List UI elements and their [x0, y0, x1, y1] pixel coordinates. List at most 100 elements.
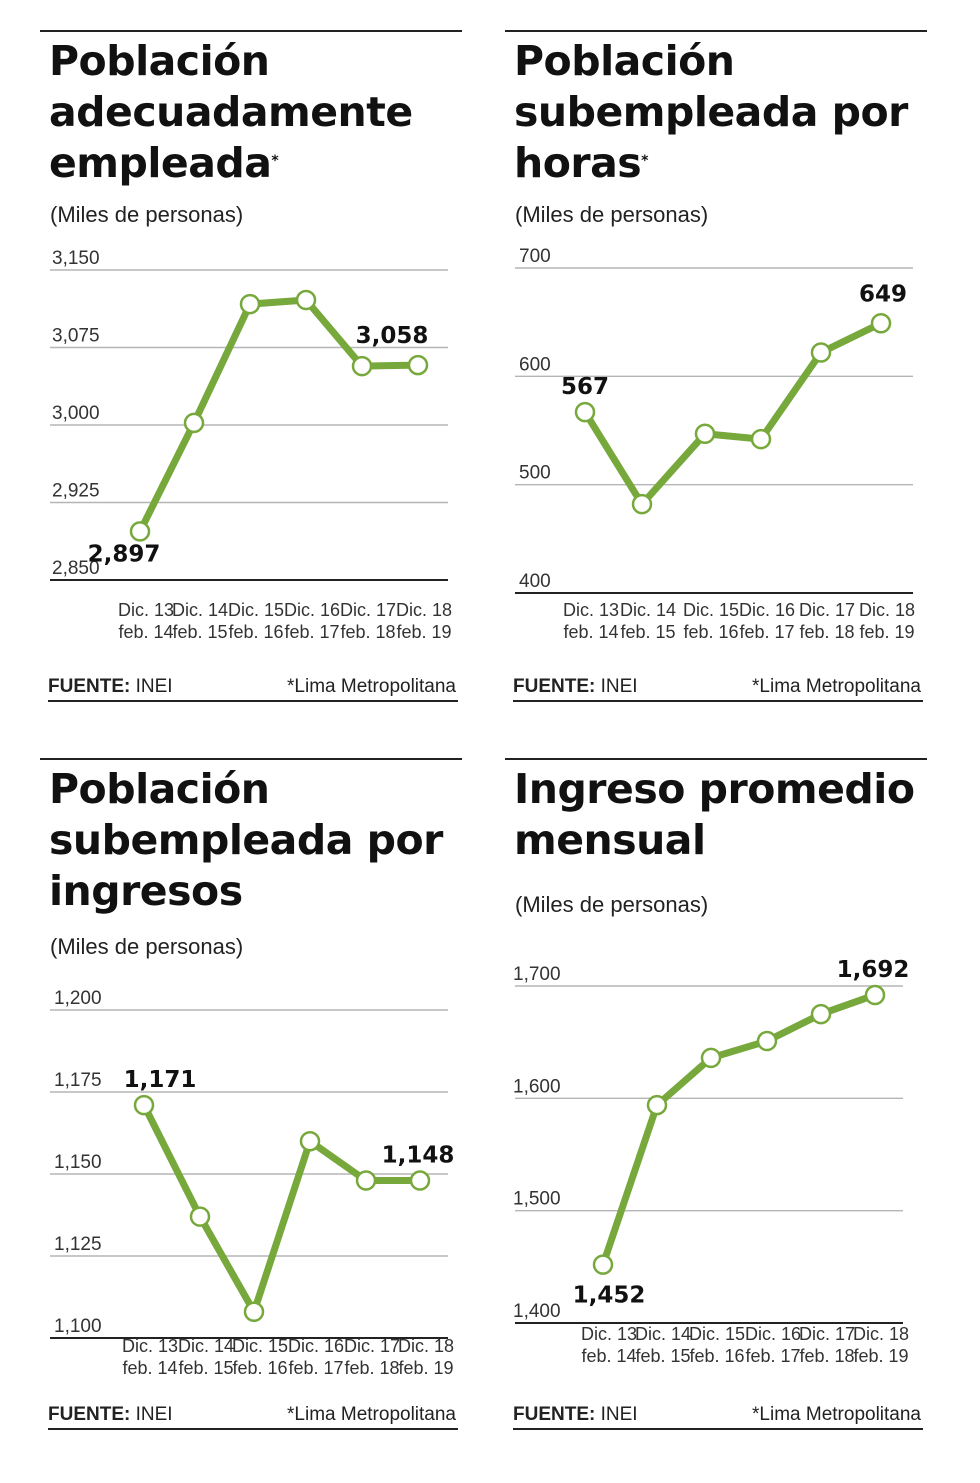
data-point — [355, 1170, 377, 1191]
x-tick-label: feb. 16 — [689, 1346, 744, 1366]
chart-footer: FUENTE: INEI *Lima Metropolitana — [48, 672, 458, 702]
x-tick-label: feb. 18 — [799, 1346, 854, 1366]
data-point — [592, 1254, 614, 1275]
chart-footer: FUENTE: INEI *Lima Metropolitana — [48, 1400, 458, 1430]
x-tick-label: Dic. 15 — [689, 1324, 745, 1344]
chart-title-text: Población adecuadamente empleada — [49, 37, 413, 187]
line-chart-adecuadamente-empleada: 2,850 2,925 3,000 3,075 3,150 2,897 3,058 Dic. … — [50, 248, 452, 642]
panel-top-rule — [40, 30, 462, 32]
data-point — [409, 1170, 431, 1191]
x-tick-label: feb. 16 — [232, 1358, 287, 1378]
x-tick-label: feb. 14 — [581, 1346, 636, 1366]
data-point — [351, 355, 373, 377]
data-point — [299, 1130, 321, 1152]
data-label: 1,171 — [124, 1067, 197, 1093]
y-tick-label: 1,600 — [513, 1076, 561, 1097]
chart-title: Población subempleada por horas* — [514, 36, 924, 189]
data-point — [129, 521, 151, 542]
panel-top-rule — [505, 30, 927, 32]
data-point — [810, 1003, 832, 1025]
data-point — [133, 1094, 155, 1116]
title-footnote-mark: * — [641, 153, 648, 169]
x-tick-label: Dic. 13 — [563, 600, 619, 620]
x-tick-label: Dic. 16 — [739, 600, 795, 620]
x-tick-label: feb. 17 — [739, 622, 794, 642]
data-point — [646, 1094, 668, 1116]
chart-subtitle: (Miles de personas) — [50, 202, 244, 227]
x-tick-label: feb. 18 — [799, 622, 854, 642]
chart-title-text: Población subempleada por horas — [514, 37, 908, 187]
source-line: FUENTE: INEI — [513, 676, 638, 698]
x-tick-label: feb. 14 — [122, 1358, 177, 1378]
source-label: FUENTE: — [48, 676, 131, 697]
x-tick-label: Dic. 15 — [683, 600, 739, 620]
data-point — [700, 1047, 722, 1069]
data-point — [864, 984, 886, 1006]
y-tick-label: 1,700 — [513, 964, 561, 985]
y-tick-label: 3,150 — [52, 248, 100, 269]
x-tick-label: feb. 15 — [620, 622, 675, 642]
data-point — [295, 289, 317, 311]
source-name: INEI — [135, 1404, 173, 1425]
data-label: 567 — [561, 374, 609, 400]
x-tick-label: Dic. 17 — [799, 1324, 855, 1344]
x-tick-label: feb. 19 — [859, 622, 914, 642]
source-line: FUENTE: INEI — [48, 676, 173, 698]
x-tick-label: feb. 14 — [118, 622, 173, 642]
x-tick-label: feb. 15 — [178, 1358, 233, 1378]
data-point — [694, 423, 716, 444]
chart-footer: FUENTE: INEI *Lima Metropolitana — [513, 1400, 923, 1430]
y-tick-label: 3,075 — [52, 326, 100, 347]
source-label: FUENTE: — [48, 1404, 131, 1425]
x-tick-label: Dic. 16 — [288, 1336, 344, 1356]
chart-title: Población subempleada por ingresos — [49, 764, 459, 917]
x-tick-label: feb. 17 — [745, 1346, 800, 1366]
x-tick-label: Dic. 17 — [799, 600, 855, 620]
source-label: FUENTE: — [513, 1404, 596, 1425]
line-chart-subempleada-ingresos: 1,100 1,125 1,150 1,175 1,200 1,171 1,148 Dic. … — [50, 988, 454, 1378]
data-point — [631, 493, 653, 515]
data-point — [189, 1206, 211, 1227]
y-tick-label: 1,200 — [54, 988, 102, 1009]
x-tick-label: feb. 16 — [228, 622, 283, 642]
chart-subtitle: (Miles de personas) — [515, 892, 709, 917]
x-tick-label: feb. 14 — [563, 622, 618, 642]
y-tick-label: 500 — [519, 463, 551, 484]
footnote: *Lima Metropolitana — [752, 676, 921, 697]
x-tick-label: feb. 18 — [344, 1358, 399, 1378]
x-tick-label: Dic. 14 — [620, 600, 676, 620]
chart-panel-subempleada-horas: Población subempleada por horas* (Miles … — [505, 30, 927, 730]
y-tick-label: 400 — [519, 571, 551, 592]
x-tick-label: Dic. 13 — [581, 1324, 637, 1344]
series-line — [599, 991, 879, 1269]
x-tick-label: Dic. 15 — [228, 600, 284, 620]
x-tick-label: Dic. 18 — [398, 1336, 454, 1356]
footnote: *Lima Metropolitana — [287, 1404, 456, 1425]
y-tick-label: 1,500 — [513, 1189, 561, 1210]
y-tick-label: 700 — [519, 246, 551, 267]
panel-top-rule — [505, 758, 927, 760]
source-name: INEI — [600, 1404, 638, 1425]
source-name: INEI — [135, 676, 173, 697]
x-tick-label: Dic. 18 — [859, 600, 915, 620]
footnote: *Lima Metropolitana — [287, 676, 456, 697]
data-point — [870, 313, 892, 334]
data-point — [407, 354, 429, 376]
source-name: INEI — [600, 676, 638, 697]
x-tick-label: feb. 19 — [396, 622, 451, 642]
data-point — [243, 1301, 265, 1323]
source-line: FUENTE: INEI — [513, 1404, 638, 1426]
y-tick-label: 600 — [519, 354, 551, 375]
x-tick-label: Dic. 14 — [172, 600, 228, 620]
data-label: 2,897 — [88, 541, 161, 567]
panel-top-rule — [40, 758, 462, 760]
x-tick-label: feb. 19 — [853, 1346, 908, 1366]
series-line — [140, 1101, 424, 1316]
data-point — [810, 342, 832, 363]
x-tick-label: Dic. 17 — [344, 1336, 400, 1356]
x-tick-label: feb. 17 — [284, 622, 339, 642]
x-tick-label: Dic. 16 — [284, 600, 340, 620]
data-point — [183, 412, 205, 434]
data-point — [750, 428, 772, 450]
